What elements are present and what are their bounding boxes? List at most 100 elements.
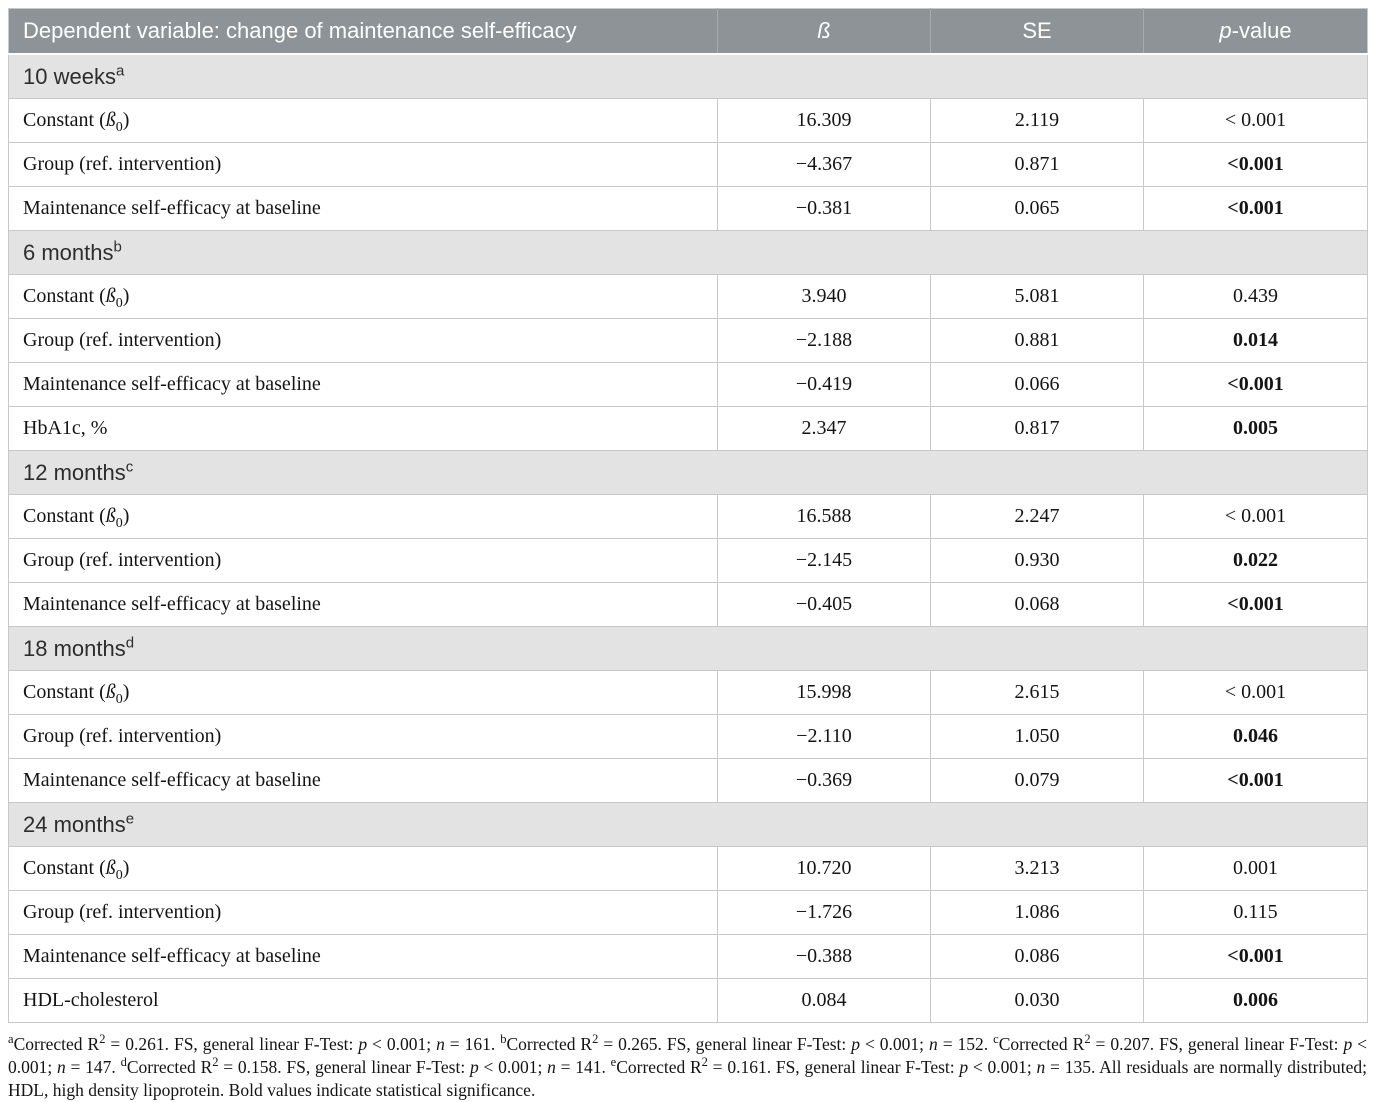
table-row: Constant (ß0) 15.998 2.615 < 0.001 [8,670,1368,715]
p-value: <0.001 [1143,582,1368,627]
table-row: Group (ref. intervention) −2.188 0.881 0.01… [8,318,1368,363]
header-row: Dependent variable: change of maintenanc… [8,8,1368,55]
row-label: HbA1c, % [8,406,718,451]
p-value: <0.001 [1143,142,1368,187]
section-header-row: 24 monthse [8,802,1368,847]
header-dependent-variable: Dependent variable: change of maintenanc… [8,8,718,55]
beta-value: −2.188 [717,318,931,363]
p-value: 0.005 [1143,406,1368,451]
table-row: HDL-cholesterol 0.084 0.030 0.006 [8,978,1368,1023]
beta-value: 0.084 [717,978,931,1023]
beta-value: −2.145 [717,538,931,583]
row-label: Maintenance self-efficacy at baseline [8,362,718,407]
row-label: Constant (ß0) [8,494,718,539]
table-row: HbA1c, % 2.347 0.817 0.005 [8,406,1368,451]
beta-value: 10.720 [717,846,931,891]
beta-value: 16.309 [717,98,931,143]
p-value: 0.006 [1143,978,1368,1023]
header-se: SE [930,8,1144,55]
p-value: 0.022 [1143,538,1368,583]
section-title: 12 monthsc [8,450,1368,495]
row-label: Group (ref. intervention) [8,142,718,187]
beta-value: −4.367 [717,142,931,187]
beta-value: −0.381 [717,186,931,231]
beta-value: −2.110 [717,714,931,759]
beta-value: 15.998 [717,670,931,715]
table-row: Group (ref. intervention) −2.110 1.050 0.04… [8,714,1368,759]
beta-value: −0.388 [717,934,931,979]
section-title: 6 monthsb [8,230,1368,275]
table-row: Group (ref. intervention) −1.726 1.086 0.11… [8,890,1368,935]
section-title: 10 weeksa [8,53,1368,99]
p-value: < 0.001 [1143,98,1368,143]
section-header-row: 6 monthsb [8,230,1368,275]
beta-value: 2.347 [717,406,931,451]
se-value: 1.086 [930,890,1144,935]
se-value: 0.068 [930,582,1144,627]
row-label: Maintenance self-efficacy at baseline [8,758,718,803]
table-row: Group (ref. intervention) −4.367 0.871 <0.0… [8,142,1368,187]
row-label: Group (ref. intervention) [8,318,718,363]
p-value: 0.046 [1143,714,1368,759]
p-value: < 0.001 [1143,670,1368,715]
footnote: aCorrected R2 = 0.261. FS, general linea… [8,1032,1368,1101]
row-label: Constant (ß0) [8,98,718,143]
p-value: 0.439 [1143,274,1368,319]
row-label: Constant (ß0) [8,846,718,891]
se-value: 1.050 [930,714,1144,759]
regression-table: Dependent variable: change of maintenanc… [8,8,1368,1023]
p-value: <0.001 [1143,758,1368,803]
p-value: <0.001 [1143,186,1368,231]
beta-value: −1.726 [717,890,931,935]
row-label: Maintenance self-efficacy at baseline [8,934,718,979]
table-row: Maintenance self-efficacy at baseline −0.… [8,362,1368,407]
row-label: HDL-cholesterol [8,978,718,1023]
table-row: Maintenance self-efficacy at baseline −0.… [8,758,1368,803]
se-value: 0.066 [930,362,1144,407]
se-value: 3.213 [930,846,1144,891]
beta-value: −0.369 [717,758,931,803]
se-value: 0.817 [930,406,1144,451]
header-beta: ß [717,8,931,55]
se-value: 0.871 [930,142,1144,187]
row-label: Constant (ß0) [8,274,718,319]
se-value: 0.930 [930,538,1144,583]
table-row: Maintenance self-efficacy at baseline −0.… [8,186,1368,231]
se-value: 2.615 [930,670,1144,715]
se-value: 0.030 [930,978,1144,1023]
table-row: Constant (ß0) 16.309 2.119 < 0.001 [8,98,1368,143]
section-title: 24 monthse [8,802,1368,847]
row-label: Maintenance self-efficacy at baseline [8,582,718,627]
table-row: Constant (ß0) 16.588 2.247 < 0.001 [8,494,1368,539]
section-header-row: 18 monthsd [8,626,1368,671]
table-row: Constant (ß0) 10.720 3.213 0.001 [8,846,1368,891]
beta-value: −0.419 [717,362,931,407]
p-value: < 0.001 [1143,494,1368,539]
section-title: 18 monthsd [8,626,1368,671]
table-row: Constant (ß0) 3.940 5.081 0.439 [8,274,1368,319]
se-value: 2.247 [930,494,1144,539]
se-value: 0.881 [930,318,1144,363]
section-header-row: 12 monthsc [8,450,1368,495]
row-label: Group (ref. intervention) [8,890,718,935]
table-row: Group (ref. intervention) −2.145 0.930 0.02… [8,538,1368,583]
table-row: Maintenance self-efficacy at baseline −0.… [8,582,1368,627]
p-value: 0.001 [1143,846,1368,891]
se-value: 0.079 [930,758,1144,803]
beta-value: 3.940 [717,274,931,319]
beta-value: −0.405 [717,582,931,627]
header-p-value: p-value [1143,8,1368,55]
se-value: 0.086 [930,934,1144,979]
p-value: <0.001 [1143,362,1368,407]
se-value: 5.081 [930,274,1144,319]
p-value: <0.001 [1143,934,1368,979]
table-row: Maintenance self-efficacy at baseline −0.… [8,934,1368,979]
section-header-row: 10 weeksa [8,53,1368,99]
se-value: 0.065 [930,186,1144,231]
row-label: Group (ref. intervention) [8,714,718,759]
p-value: 0.014 [1143,318,1368,363]
row-label: Constant (ß0) [8,670,718,715]
beta-value: 16.588 [717,494,931,539]
row-label: Group (ref. intervention) [8,538,718,583]
